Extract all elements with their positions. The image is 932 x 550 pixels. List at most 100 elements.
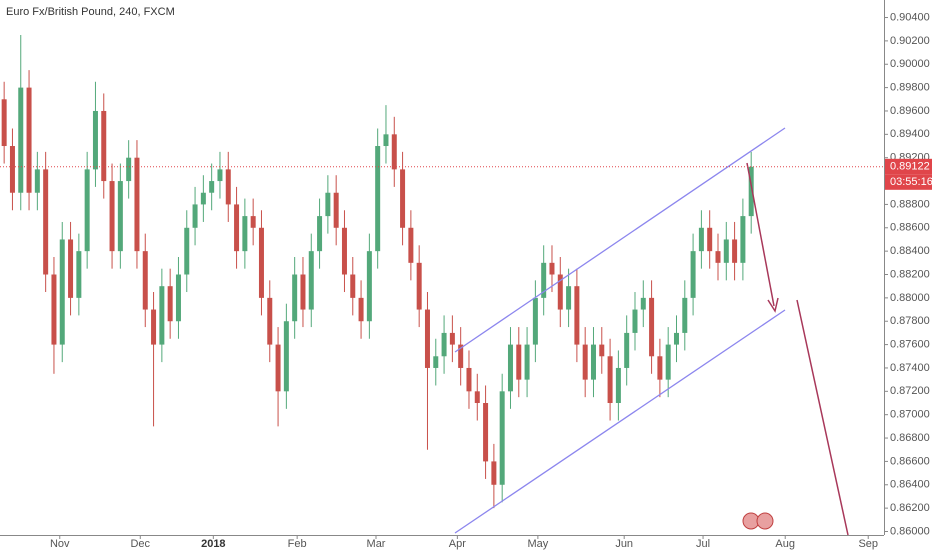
- candle-body: [92, 110, 98, 170]
- candle-body: [474, 391, 480, 404]
- candle-body: [167, 286, 173, 322]
- candle-body: [682, 297, 688, 333]
- candle-body: [350, 274, 356, 298]
- candle-body: [267, 297, 273, 345]
- x-tick-label: Feb: [288, 538, 307, 550]
- candle-body: [109, 181, 115, 252]
- candle-body: [300, 274, 306, 310]
- y-tick-label: 0.88000: [890, 292, 930, 304]
- candle-body: [715, 251, 721, 263]
- candle-body: [217, 169, 223, 182]
- y-tick-label: 0.88200: [890, 268, 930, 280]
- candle-body: [624, 332, 630, 368]
- candle-body: [433, 356, 439, 368]
- y-tick-label: 0.86000: [890, 525, 930, 537]
- candle-body: [358, 297, 364, 322]
- candle-body: [51, 274, 57, 345]
- candle-body: [292, 274, 298, 322]
- candle-body: [673, 332, 679, 345]
- candle-body: [400, 169, 406, 228]
- y-tick-label: 0.86200: [890, 502, 930, 514]
- channel-lower: [454, 309, 786, 534]
- candle-body: [59, 239, 65, 345]
- candle-body: [640, 297, 646, 310]
- candle-body: [524, 344, 530, 380]
- candle-body: [341, 227, 347, 275]
- candle-body: [325, 192, 331, 217]
- y-tick-label: 0.86400: [890, 479, 930, 491]
- y-tick-label: 0.87600: [890, 339, 930, 351]
- candle-body: [9, 146, 15, 193]
- x-tick-label: Jul: [696, 538, 710, 550]
- candle-body: [242, 216, 248, 252]
- candle-body: [441, 332, 447, 357]
- y-tick-label: 0.88800: [890, 198, 930, 210]
- candle-body: [507, 344, 513, 392]
- candle-body: [383, 134, 389, 147]
- candle-body: [317, 216, 323, 252]
- countdown-bg: [885, 174, 932, 190]
- candle-body: [283, 321, 289, 392]
- y-tick-label: 0.90000: [890, 58, 930, 70]
- candle-body: [375, 146, 381, 252]
- candle-body: [466, 367, 472, 392]
- candle-body: [657, 356, 663, 380]
- candle-body: [740, 216, 746, 263]
- candle-body: [117, 181, 123, 252]
- arrow-line: [746, 162, 775, 307]
- candle-body: [134, 157, 140, 252]
- x-tick-label: Aug: [775, 538, 795, 550]
- candle-body: [416, 262, 422, 310]
- candle-body: [449, 332, 455, 345]
- price-label: 0.89122: [890, 161, 930, 173]
- candle-body: [192, 204, 198, 228]
- x-tick-label: Dec: [130, 538, 150, 550]
- y-tick-label: 0.90200: [890, 35, 930, 47]
- candle-body: [391, 134, 397, 170]
- candle-body: [76, 251, 82, 298]
- candle-body: [574, 286, 580, 345]
- y-tick-label: 0.87400: [890, 362, 930, 374]
- y-tick-label: 0.89400: [890, 128, 930, 140]
- candle-body: [732, 239, 738, 263]
- x-tick-label: Sep: [858, 538, 878, 550]
- candle-body: [200, 192, 206, 205]
- y-tick-label: 0.88400: [890, 245, 930, 257]
- y-tick-label: 0.90400: [890, 11, 930, 23]
- candle-body: [333, 192, 339, 228]
- y-tick-label: 0.86600: [890, 455, 930, 467]
- candle-body: [516, 344, 522, 380]
- candle-body: [499, 391, 505, 485]
- candle-body: [582, 344, 588, 380]
- candle-body: [532, 297, 538, 345]
- y-tick-label: 0.89800: [890, 82, 930, 94]
- candle-body: [43, 169, 49, 275]
- candle-body: [483, 403, 489, 462]
- drawings: [454, 127, 849, 536]
- candle-body: [142, 251, 148, 310]
- candle-body: [458, 344, 464, 368]
- candle-body: [632, 309, 638, 333]
- y-tick-label: 0.89600: [890, 105, 930, 117]
- candle-body: [707, 227, 713, 252]
- candle-body: [541, 262, 547, 298]
- candle-body: [1, 99, 7, 147]
- candle-body: [408, 227, 414, 263]
- arrow-head: [767, 297, 779, 313]
- candle-body: [225, 169, 231, 205]
- candle-body: [424, 309, 430, 368]
- candle-body: [607, 356, 613, 404]
- x-tick-label: Nov: [50, 538, 70, 550]
- countdown: 03:55:16: [890, 176, 932, 188]
- candle-body: [84, 169, 90, 252]
- candle-body: [250, 216, 256, 228]
- x-tick-label: 2018: [201, 538, 225, 550]
- y-tick-label: 0.87000: [890, 409, 930, 421]
- candle-body: [723, 239, 729, 263]
- candle-body: [649, 297, 655, 357]
- candle-body: [491, 461, 497, 485]
- candle-body: [366, 251, 372, 322]
- candle-body: [557, 274, 563, 310]
- candle-body: [275, 344, 281, 392]
- y-tick-label: 0.88600: [890, 222, 930, 234]
